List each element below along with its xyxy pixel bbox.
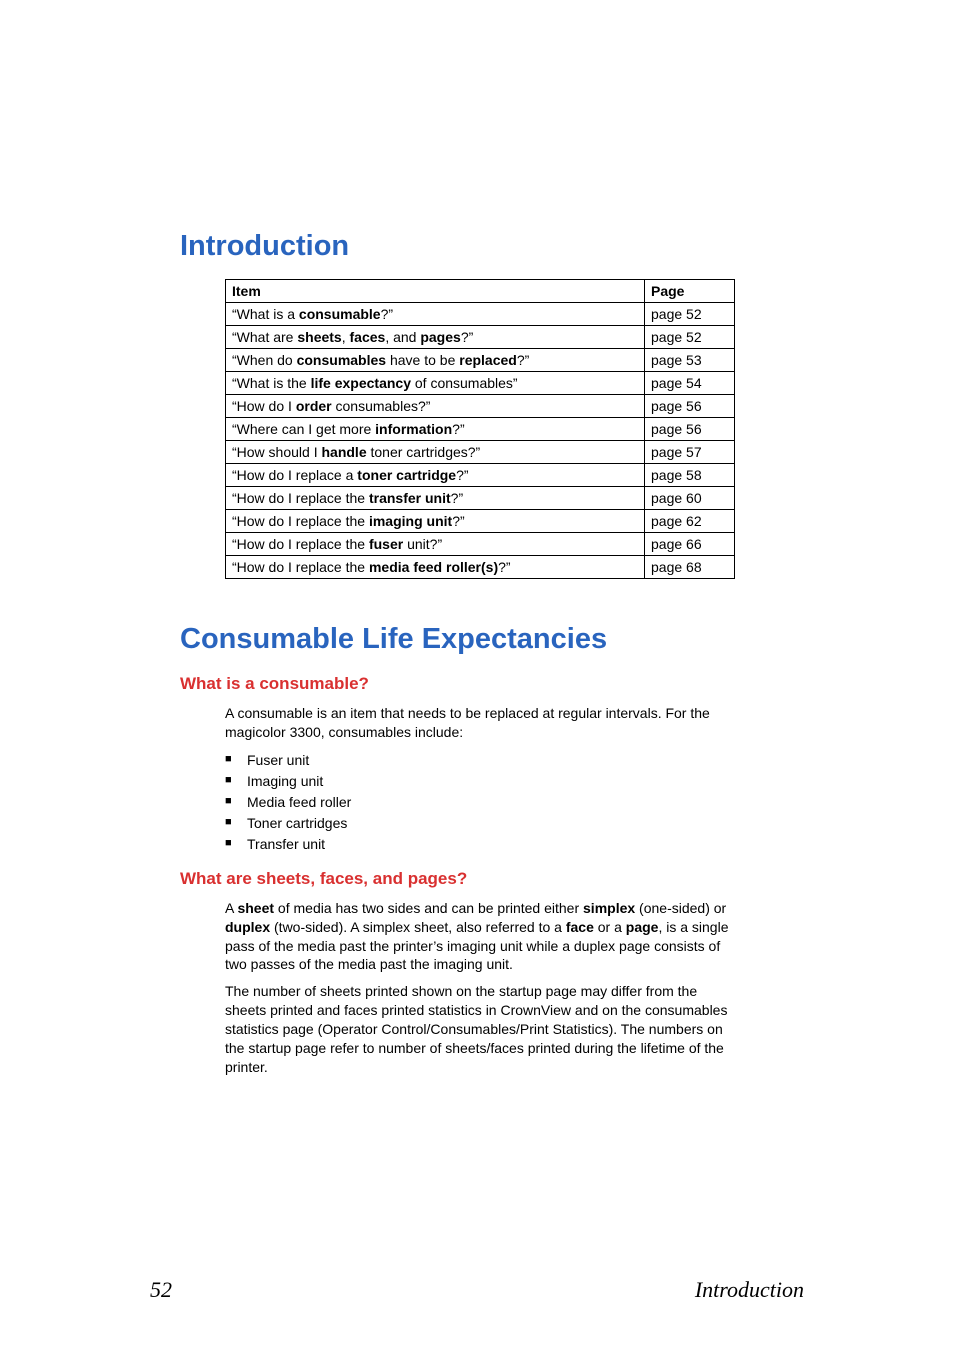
- heading-consumable-life: Consumable Life Expectancies: [180, 623, 804, 656]
- col-item-header: Item: [226, 280, 645, 303]
- page-cell: page 62: [645, 510, 735, 533]
- item-cell: “Where can I get more information?”: [226, 418, 645, 441]
- list-item: Media feed roller: [225, 792, 804, 813]
- item-cell: “How do I replace a toner cartridge?”: [226, 464, 645, 487]
- item-cell: “What is a consumable?”: [226, 303, 645, 326]
- table-row: “How do I replace the fuser unit?” page …: [226, 533, 735, 556]
- item-cell: “How should I handle toner cartridges?”: [226, 441, 645, 464]
- table-row: “What is a consumable?” page 52: [226, 303, 735, 326]
- item-cell: “How do I replace the transfer unit?”: [226, 487, 645, 510]
- footer-page-number: 52: [150, 1277, 172, 1303]
- table-row: “How do I order consumables?” page 56: [226, 395, 735, 418]
- list-item: Imaging unit: [225, 771, 804, 792]
- page-cell: page 66: [645, 533, 735, 556]
- subheading-what-consumable: What is a consumable?: [180, 674, 804, 694]
- list-item: Fuser unit: [225, 750, 804, 771]
- paragraph-sheets-1: A sheet of media has two sides and can b…: [225, 899, 735, 975]
- item-cell: “What is the life expectancy of consumab…: [226, 372, 645, 395]
- page-cell: page 53: [645, 349, 735, 372]
- table-row: “When do consumables have to be replaced…: [226, 349, 735, 372]
- paragraph-consumable-intro: A consumable is an item that needs to be…: [225, 704, 735, 742]
- table-row: “What is the life expectancy of consumab…: [226, 372, 735, 395]
- table-row: “Where can I get more information?” page…: [226, 418, 735, 441]
- page-footer: 52 Introduction: [150, 1277, 804, 1303]
- page-cell: page 58: [645, 464, 735, 487]
- table-row: “How do I replace the media feed roller(…: [226, 556, 735, 579]
- item-cell: “How do I replace the imaging unit?”: [226, 510, 645, 533]
- list-item: Transfer unit: [225, 834, 804, 855]
- heading-introduction: Introduction: [180, 230, 804, 263]
- consumables-list: Fuser unit Imaging unit Media feed rolle…: [225, 750, 804, 855]
- footer-section-label: Introduction: [695, 1277, 804, 1303]
- table-row: “What are sheets, faces, and pages?” pag…: [226, 326, 735, 349]
- page-cell: page 56: [645, 395, 735, 418]
- list-item: Toner cartridges: [225, 813, 804, 834]
- paragraph-sheets-2: The number of sheets printed shown on th…: [225, 982, 735, 1076]
- page-cell: page 56: [645, 418, 735, 441]
- page-cell: page 60: [645, 487, 735, 510]
- item-cell: “When do consumables have to be replaced…: [226, 349, 645, 372]
- subheading-what-sheets: What are sheets, faces, and pages?: [180, 869, 804, 889]
- page-cell: page 68: [645, 556, 735, 579]
- table-row: “How should I handle toner cartridges?” …: [226, 441, 735, 464]
- item-cell: “How do I order consumables?”: [226, 395, 645, 418]
- item-cell: “What are sheets, faces, and pages?”: [226, 326, 645, 349]
- col-page-header: Page: [645, 280, 735, 303]
- page-cell: page 54: [645, 372, 735, 395]
- contents-table: Item Page “What is a consumable?” page 5…: [225, 279, 735, 579]
- page-cell: page 57: [645, 441, 735, 464]
- table-row: “How do I replace a toner cartridge?” pa…: [226, 464, 735, 487]
- page-cell: page 52: [645, 326, 735, 349]
- item-cell: “How do I replace the fuser unit?”: [226, 533, 645, 556]
- table-row: “How do I replace the imaging unit?” pag…: [226, 510, 735, 533]
- item-cell: “How do I replace the media feed roller(…: [226, 556, 645, 579]
- table-row: “How do I replace the transfer unit?” pa…: [226, 487, 735, 510]
- table-header-row: Item Page: [226, 280, 735, 303]
- page-cell: page 52: [645, 303, 735, 326]
